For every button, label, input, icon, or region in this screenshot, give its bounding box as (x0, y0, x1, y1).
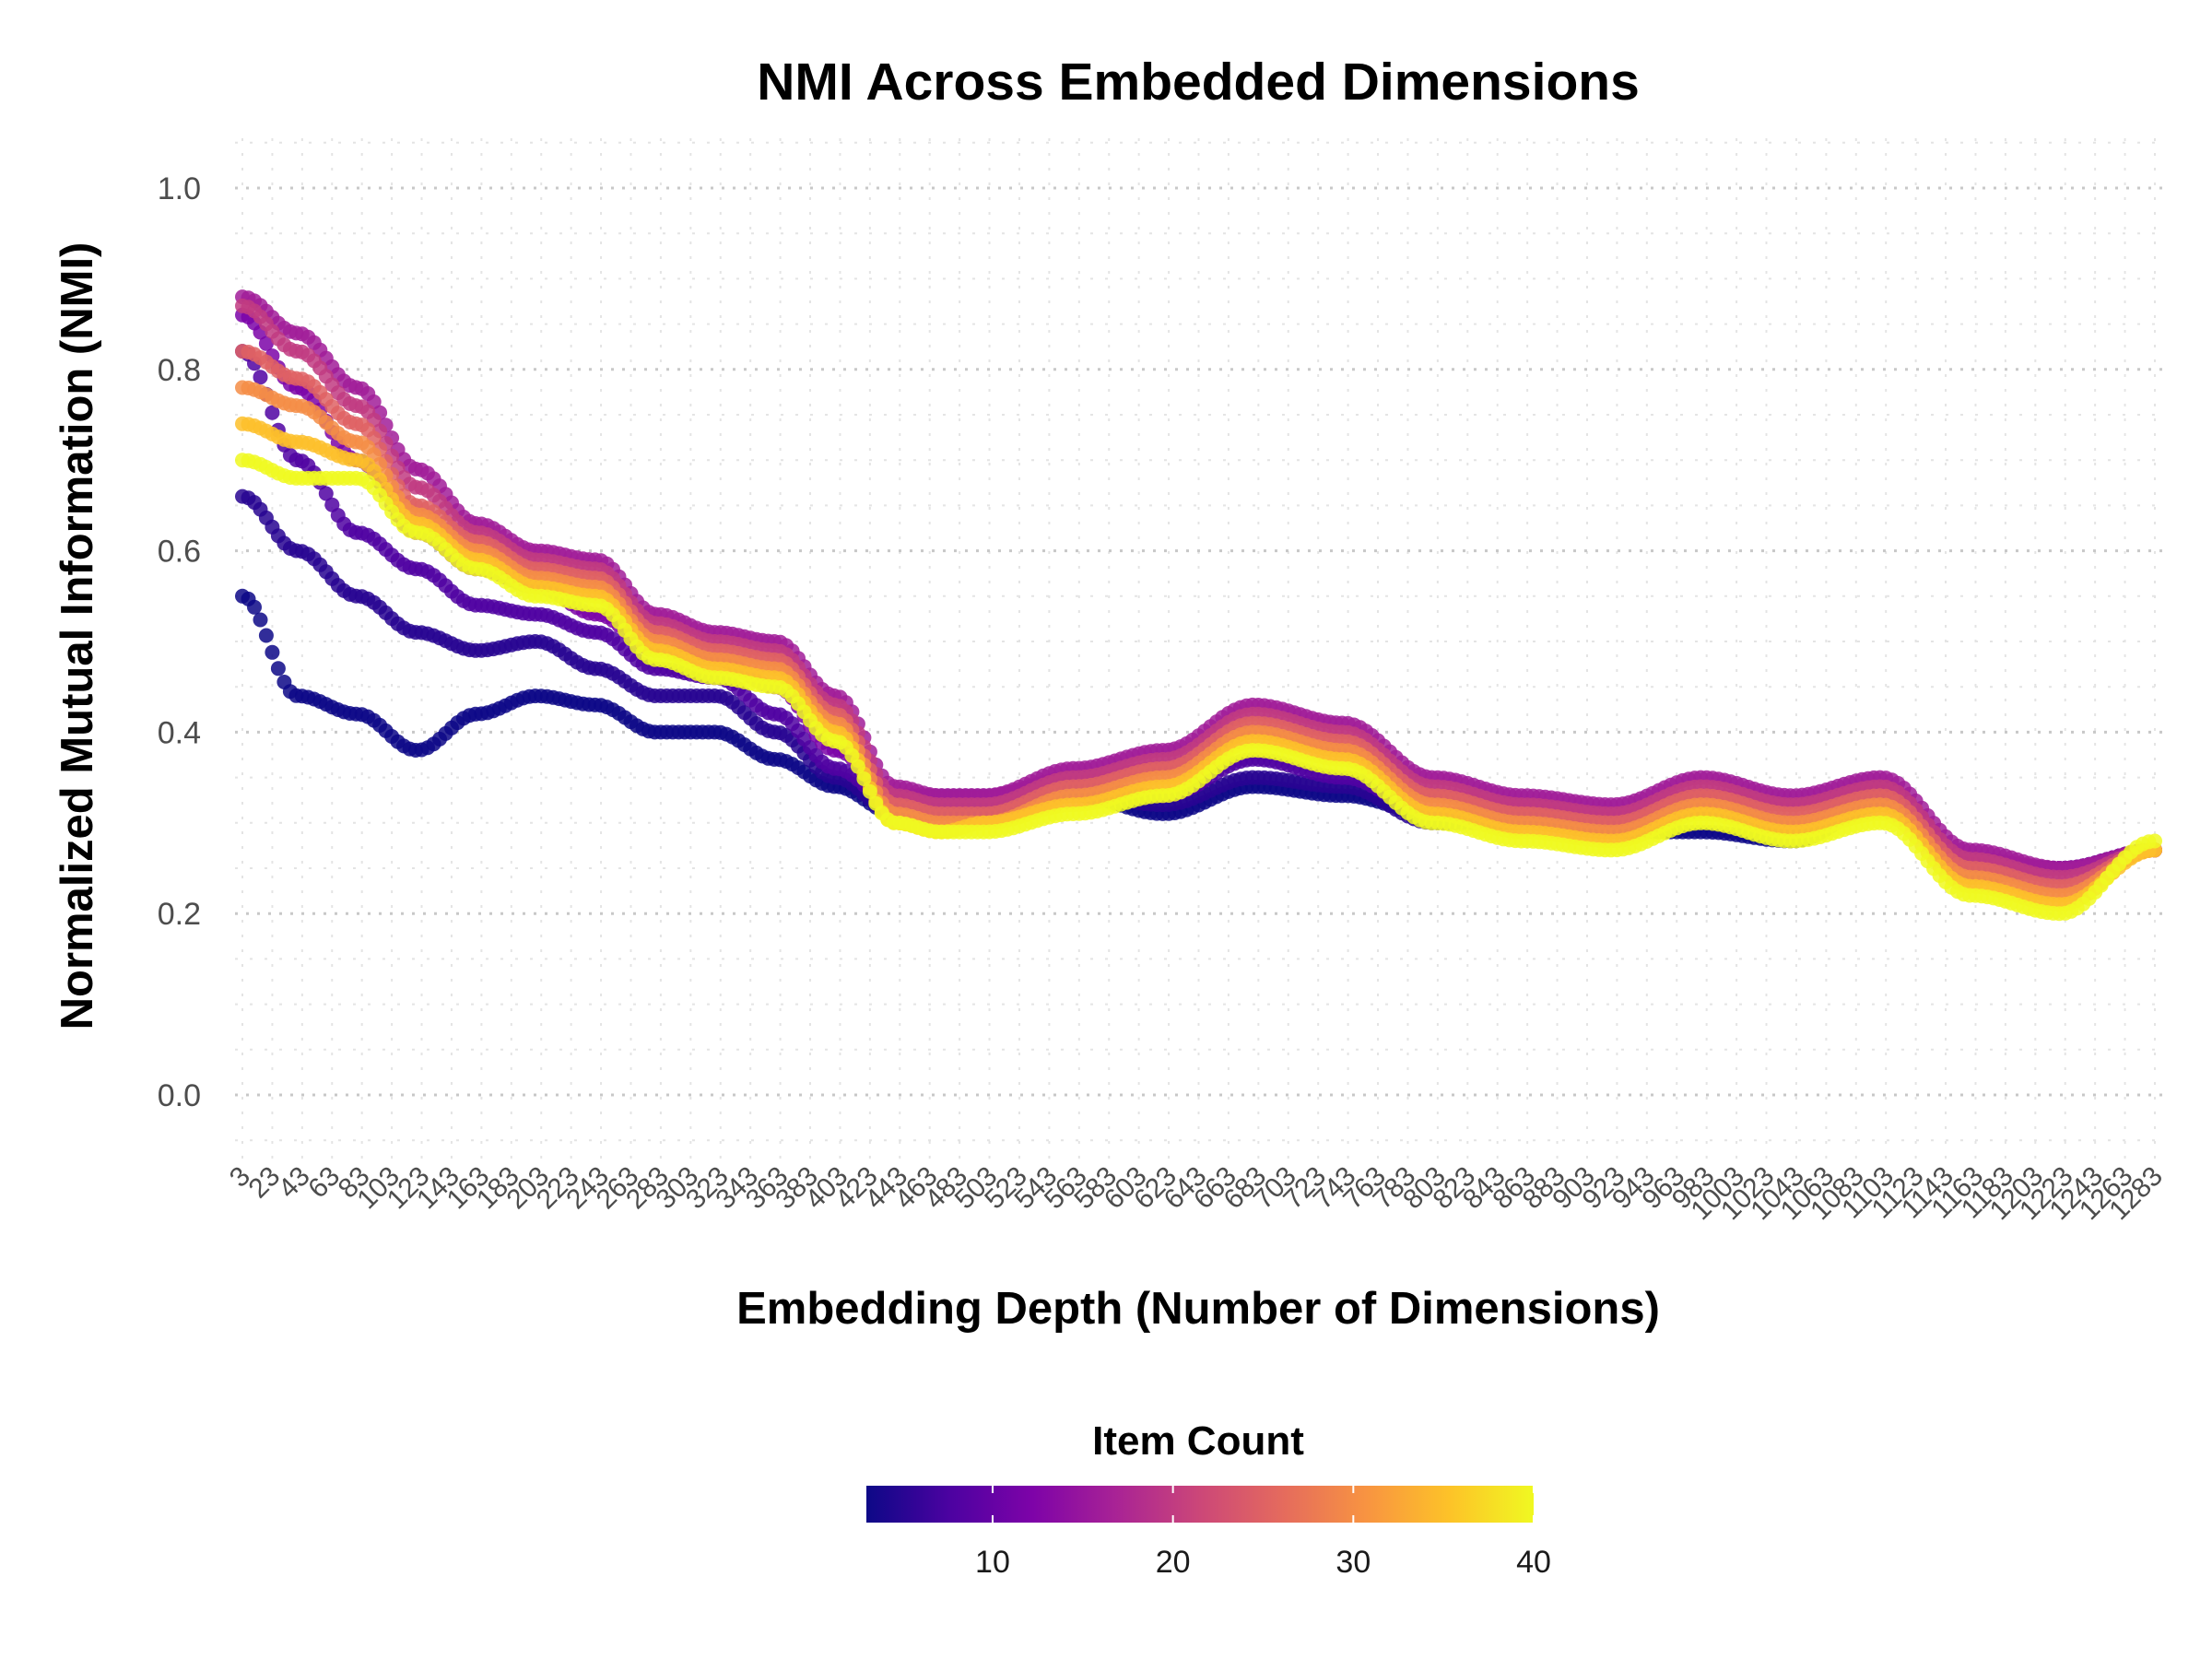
series-layer (235, 289, 2162, 922)
series-40 (235, 453, 2162, 922)
data-point (253, 370, 268, 385)
legend-colorbar (866, 1486, 1534, 1523)
data-point (318, 486, 334, 501)
data-point (258, 335, 274, 351)
y-axis-title: Normalized Mutual Information (NMI) (53, 242, 102, 1030)
legend-title: Item Count (1092, 1418, 1304, 1464)
data-point (247, 599, 262, 615)
y-axis-ticks: 0.0 0.2 0.4 0.6 0.8 1.0 (158, 171, 201, 1113)
legend-tick-label: 20 (1156, 1545, 1191, 1580)
color-legend: Item Count 10 20 30 40 (866, 1418, 1551, 1580)
data-point (270, 661, 286, 677)
series-35 (235, 416, 2162, 912)
y-tick-label: 0.6 (158, 535, 201, 570)
y-tick-label: 1.0 (158, 171, 201, 206)
legend-tick-label: 30 (1335, 1545, 1371, 1580)
y-tick-label: 0.8 (158, 353, 201, 388)
legend-tick-label: 40 (1516, 1545, 1551, 1580)
data-point (862, 783, 877, 799)
chart-title: NMI Across Embedded Dimensions (757, 53, 1640, 112)
y-tick-label: 0.2 (158, 897, 201, 932)
data-point (253, 612, 268, 628)
x-axis-title: Embedding Depth (Number of Dimensions) (736, 1284, 1660, 1334)
data-point (856, 771, 872, 786)
data-point (258, 628, 274, 643)
data-point (265, 405, 280, 420)
y-tick-label: 0.0 (158, 1078, 201, 1113)
legend-tick-label: 10 (975, 1545, 1010, 1580)
x-axis-ticks: 3234363831031231431631832032232432632833… (224, 1161, 2169, 1227)
y-tick-label: 0.4 (158, 715, 201, 750)
data-point (265, 644, 280, 660)
data-point (844, 747, 860, 763)
data-point (850, 759, 865, 774)
data-point (2147, 833, 2162, 849)
